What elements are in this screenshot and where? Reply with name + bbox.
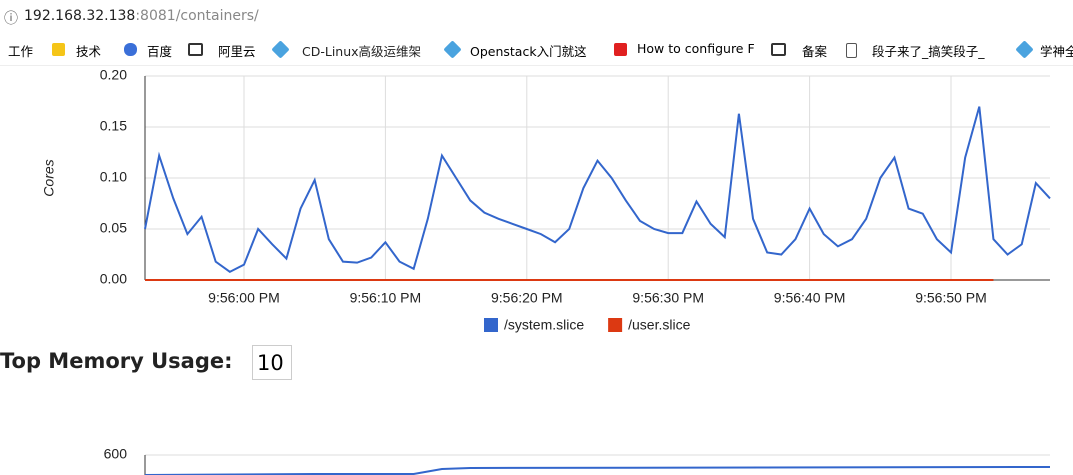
- bookmarks-bar: 工作 技术 百度 阿里云 CD-Linux高级运维架 Openstack入门就这…: [0, 33, 1073, 66]
- bookmark[interactable]: 阿里云: [218, 44, 256, 59]
- y-tick-label: 0.05: [100, 220, 127, 236]
- legend-swatch: [484, 318, 498, 332]
- series-line: [144, 466, 1051, 475]
- x-tick-label: 9:56:00 PM: [208, 290, 280, 306]
- page-icon: [846, 43, 857, 58]
- legend-label: /user.slice: [628, 317, 690, 333]
- url-path: :8081/containers/: [135, 8, 259, 24]
- bookmark[interactable]: 段子来了_搞笑段子_: [872, 44, 985, 59]
- legend-label: /system.slice: [504, 317, 584, 333]
- x-tick-label: 9:56:20 PM: [491, 290, 563, 306]
- url-host: 192.168.32.138: [24, 8, 136, 24]
- x-tick-label: 9:56:50 PM: [915, 290, 987, 306]
- series-line: [144, 106, 1051, 274]
- aliyun-icon: [188, 43, 203, 56]
- site-icon: [443, 40, 462, 59]
- x-tick-label: 9:56:40 PM: [774, 290, 846, 306]
- legend-swatch: [608, 318, 623, 332]
- memory-label: Top Memory Usage:: [0, 349, 233, 373]
- info-icon: ⓘ: [4, 11, 18, 27]
- bookmark[interactable]: CD-Linux高级运维架: [302, 44, 422, 59]
- memory-input[interactable]: 10: [252, 345, 292, 380]
- baidu-icon: [124, 43, 137, 56]
- bookmark[interactable]: 百度: [147, 44, 173, 59]
- bookmark[interactable]: Openstack入门就这: [470, 44, 587, 59]
- site-icon: [271, 40, 290, 59]
- y-tick-label: 0.15: [100, 118, 127, 134]
- y-tick-label: 0.10: [100, 169, 127, 185]
- openshift-icon: [614, 43, 627, 56]
- x-tick-label: 9:56:30 PM: [632, 290, 704, 306]
- aliyun-icon: [771, 43, 786, 56]
- y-tick-label: 600: [104, 446, 128, 462]
- folder-icon: [52, 43, 65, 56]
- site-icon: [1015, 40, 1034, 59]
- y-axis-label: Cores: [41, 159, 57, 196]
- bookmark[interactable]: 学神全: [1040, 44, 1073, 59]
- x-tick-label: 9:56:10 PM: [350, 290, 422, 306]
- y-tick-label: 0.20: [100, 67, 127, 83]
- y-tick-label: 0.00: [100, 271, 127, 287]
- url: 192.168.32.138:8081/containers/: [24, 8, 259, 24]
- bookmark[interactable]: How to configure F: [637, 41, 755, 56]
- address-bar[interactable]: ⓘ 192.168.32.138:8081/containers/: [0, 0, 1073, 33]
- bookmark[interactable]: 工作: [8, 44, 34, 59]
- bookmark[interactable]: 备案: [802, 44, 828, 59]
- bookmark[interactable]: 技术: [76, 44, 102, 59]
